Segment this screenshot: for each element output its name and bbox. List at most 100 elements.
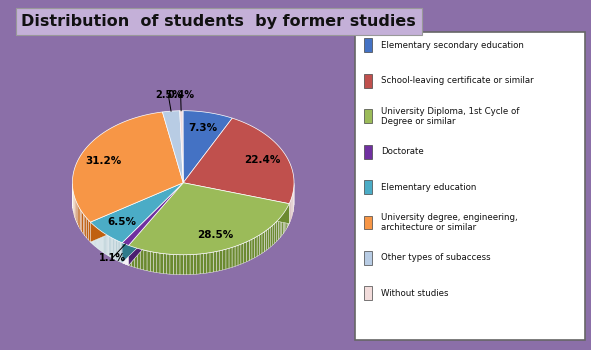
Text: Other types of subaccess: Other types of subaccess xyxy=(381,253,491,262)
Polygon shape xyxy=(122,183,183,263)
Polygon shape xyxy=(180,111,183,183)
Polygon shape xyxy=(280,216,282,238)
Polygon shape xyxy=(163,111,183,183)
Polygon shape xyxy=(241,243,243,264)
Polygon shape xyxy=(278,218,280,240)
Polygon shape xyxy=(243,242,246,263)
Polygon shape xyxy=(119,242,120,262)
Polygon shape xyxy=(141,249,144,270)
Text: 6.5%: 6.5% xyxy=(108,217,137,228)
Text: Without studies: Without studies xyxy=(381,289,449,298)
Polygon shape xyxy=(289,202,290,224)
Polygon shape xyxy=(283,212,284,234)
Polygon shape xyxy=(120,242,121,262)
Polygon shape xyxy=(157,253,160,273)
Polygon shape xyxy=(132,246,135,267)
Polygon shape xyxy=(213,251,216,272)
Polygon shape xyxy=(78,205,79,227)
Polygon shape xyxy=(284,210,286,232)
Polygon shape xyxy=(77,203,78,225)
Polygon shape xyxy=(170,254,173,274)
Polygon shape xyxy=(264,230,267,252)
Text: 0.4%: 0.4% xyxy=(167,90,194,100)
Polygon shape xyxy=(235,245,238,266)
Polygon shape xyxy=(115,240,116,260)
Polygon shape xyxy=(122,183,183,263)
Text: 7.3%: 7.3% xyxy=(189,123,217,133)
Polygon shape xyxy=(183,255,187,275)
Polygon shape xyxy=(275,222,277,243)
Polygon shape xyxy=(90,183,183,243)
Polygon shape xyxy=(190,254,193,274)
Polygon shape xyxy=(183,183,289,224)
Polygon shape xyxy=(116,240,117,260)
Polygon shape xyxy=(167,254,170,274)
Polygon shape xyxy=(80,209,82,231)
Polygon shape xyxy=(187,254,190,275)
Polygon shape xyxy=(163,254,167,274)
Polygon shape xyxy=(73,193,74,216)
Polygon shape xyxy=(238,244,241,265)
Polygon shape xyxy=(83,214,85,236)
Polygon shape xyxy=(160,253,163,273)
Polygon shape xyxy=(269,227,271,248)
Polygon shape xyxy=(193,254,197,274)
Polygon shape xyxy=(286,208,287,230)
Text: 22.4%: 22.4% xyxy=(244,155,281,166)
Polygon shape xyxy=(203,253,207,273)
Bar xyxy=(364,216,372,229)
Bar xyxy=(364,251,372,265)
Polygon shape xyxy=(226,248,229,269)
Polygon shape xyxy=(207,253,210,273)
Text: 28.5%: 28.5% xyxy=(197,230,233,240)
Text: University Diploma, 1st Cycle of
Degree or similar: University Diploma, 1st Cycle of Degree … xyxy=(381,106,519,126)
Polygon shape xyxy=(232,246,235,267)
Bar xyxy=(364,286,372,300)
Polygon shape xyxy=(73,112,183,222)
Polygon shape xyxy=(271,225,273,247)
Bar xyxy=(364,145,372,159)
FancyBboxPatch shape xyxy=(355,32,585,340)
Polygon shape xyxy=(87,218,89,240)
Polygon shape xyxy=(262,232,264,253)
Polygon shape xyxy=(150,252,154,272)
Polygon shape xyxy=(85,216,87,238)
Polygon shape xyxy=(177,255,180,275)
Polygon shape xyxy=(252,238,255,259)
Polygon shape xyxy=(288,204,289,226)
Polygon shape xyxy=(200,253,203,274)
Polygon shape xyxy=(122,183,183,245)
Bar xyxy=(364,74,372,88)
Polygon shape xyxy=(114,239,115,259)
Polygon shape xyxy=(89,220,90,242)
Polygon shape xyxy=(121,243,122,263)
Polygon shape xyxy=(118,241,119,261)
Polygon shape xyxy=(273,223,275,245)
Text: University degree, engineering,
architecture or similar: University degree, engineering, architec… xyxy=(381,213,518,232)
Polygon shape xyxy=(249,239,252,260)
Polygon shape xyxy=(90,183,183,242)
Polygon shape xyxy=(75,198,76,220)
Polygon shape xyxy=(183,183,289,224)
Text: 31.2%: 31.2% xyxy=(86,156,122,166)
Polygon shape xyxy=(255,237,257,258)
Polygon shape xyxy=(90,183,183,242)
Polygon shape xyxy=(129,183,183,265)
Text: Distribution  of students  by former studies: Distribution of students by former studi… xyxy=(21,14,416,29)
Polygon shape xyxy=(290,201,291,222)
Polygon shape xyxy=(259,233,262,255)
Polygon shape xyxy=(246,240,249,262)
Polygon shape xyxy=(129,183,289,255)
Polygon shape xyxy=(282,214,283,236)
Polygon shape xyxy=(223,249,226,270)
Text: Elementary education: Elementary education xyxy=(381,183,476,191)
Polygon shape xyxy=(144,250,147,271)
Polygon shape xyxy=(210,252,213,273)
Text: 1.1%: 1.1% xyxy=(99,253,126,262)
Bar xyxy=(364,38,372,52)
Polygon shape xyxy=(277,220,278,242)
Polygon shape xyxy=(113,239,114,259)
Polygon shape xyxy=(183,118,294,204)
Polygon shape xyxy=(220,250,223,271)
Polygon shape xyxy=(129,183,183,265)
